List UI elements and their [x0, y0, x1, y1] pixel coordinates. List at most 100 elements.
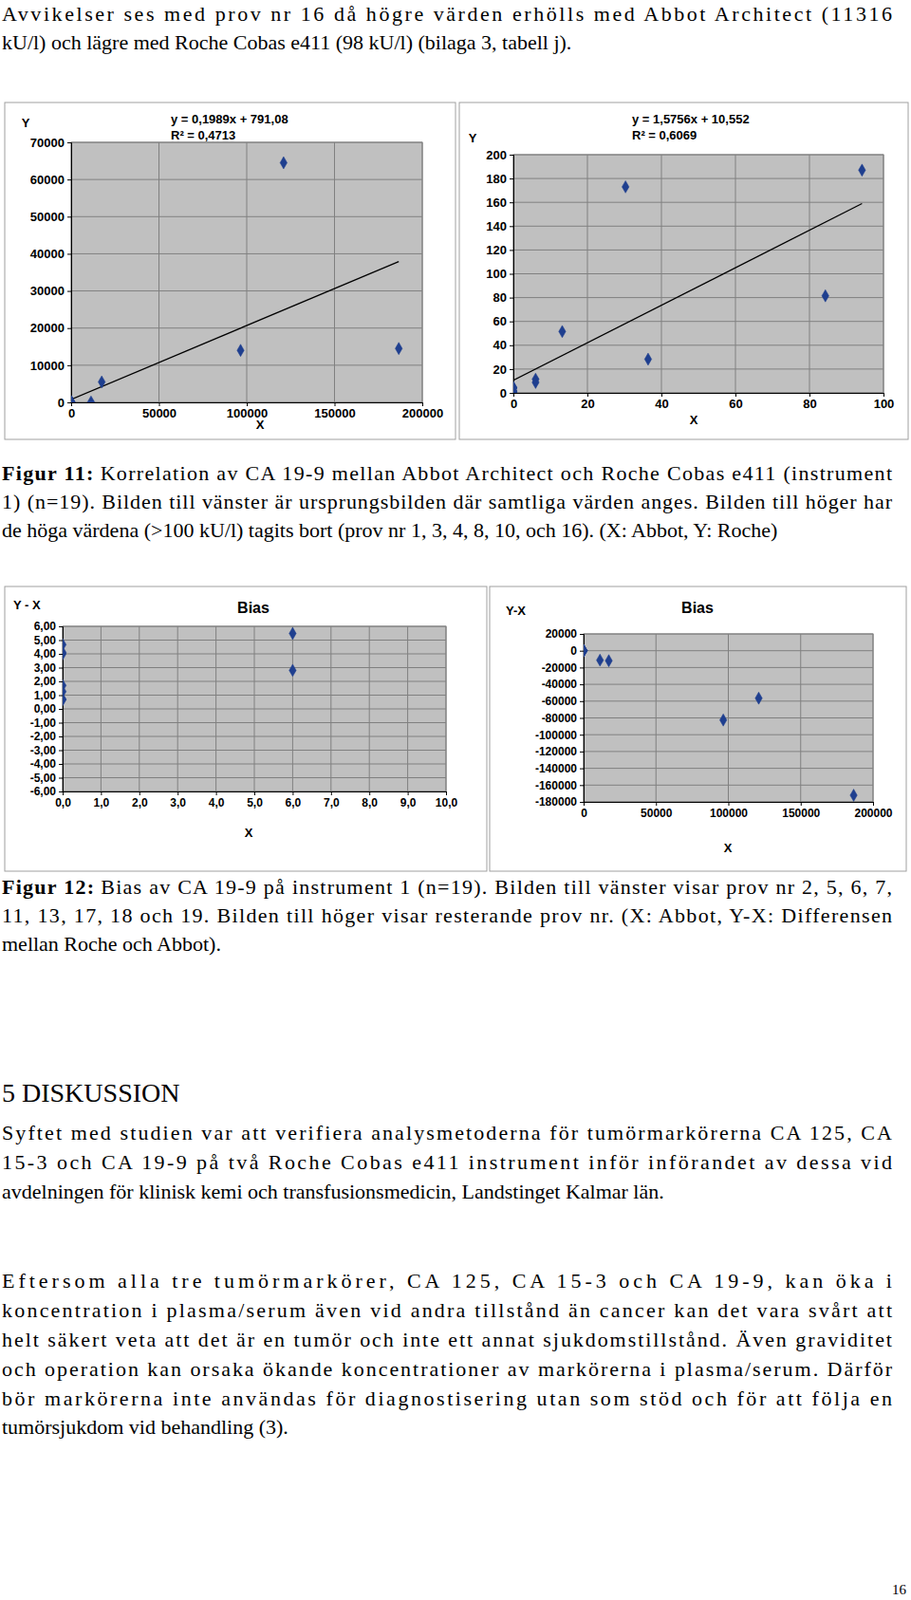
x-axis-title: X	[689, 412, 699, 428]
tick-label: 40	[654, 396, 669, 411]
tick-mark	[446, 791, 447, 796]
grid	[62, 626, 447, 792]
plot-area	[583, 633, 874, 802]
tick-label: -20000	[541, 661, 578, 675]
point	[596, 653, 604, 667]
tick-label: 0,0	[55, 796, 72, 810]
point	[858, 164, 866, 177]
tick: 10000	[30, 358, 72, 373]
point	[583, 644, 588, 657]
point	[289, 664, 297, 677]
tick-label: 10,0	[435, 796, 459, 810]
tick-mark	[67, 365, 72, 367]
point	[71, 396, 75, 403]
grid-line	[873, 633, 874, 802]
grid-line	[422, 142, 424, 403]
point	[821, 289, 829, 302]
plot-area	[513, 154, 884, 393]
point	[719, 713, 726, 726]
chart: 0500001000001500002000000100002000030000…	[4, 102, 456, 440]
tick-mark	[58, 708, 63, 710]
tick-label: 100000	[709, 806, 748, 820]
point	[71, 396, 75, 403]
tick-mark	[579, 684, 584, 686]
tick-label: 4,0	[208, 796, 225, 810]
tick: 10,0	[435, 791, 459, 810]
tick: 0	[510, 392, 518, 411]
grid-line	[369, 626, 371, 792]
tick: 140	[485, 219, 514, 234]
grid-line	[513, 368, 884, 370]
point	[62, 693, 67, 707]
tick: 20000	[545, 627, 584, 641]
grid-line	[100, 626, 102, 792]
tick: 100000	[709, 801, 748, 820]
tick: 60000	[30, 172, 72, 187]
tick: 0	[570, 644, 584, 658]
tick-label: 0	[570, 644, 577, 658]
tick-label: 100	[485, 266, 507, 281]
grid-line	[809, 154, 811, 393]
intro-line: kU/l) och lägre med Roche Cobas e411 (98…	[1, 30, 572, 55]
tick-label: 150000	[781, 806, 820, 820]
tick-label: -80000	[541, 711, 578, 726]
tick-label: 0	[68, 406, 75, 421]
tick-label: 0	[510, 396, 518, 411]
point	[71, 396, 75, 403]
marks	[583, 644, 857, 801]
tick-label: 20000	[545, 627, 578, 641]
point	[71, 395, 75, 403]
tick-mark	[509, 249, 514, 251]
figure-caption-line: de höga värdena (>100 kU/l) tagits bort …	[1, 518, 778, 542]
page: Avvikelser ses med prov nr 16 då högre v…	[0, 0, 911, 1600]
marks	[71, 156, 403, 403]
tick-mark	[177, 791, 179, 796]
tick: 8,0	[361, 791, 378, 810]
caption-text: Korrelation av CA 19-9 mellan Abbot Arch…	[100, 461, 893, 485]
tick: 2,00	[34, 674, 63, 688]
x-axis-title: X	[256, 417, 265, 432]
tick-label: 40	[493, 337, 507, 353]
tick-mark	[58, 763, 63, 765]
tick-label: 180	[485, 171, 507, 186]
tick-label: 1,0	[93, 796, 111, 810]
tick-mark	[58, 778, 63, 780]
point	[513, 381, 518, 393]
tick-mark	[509, 369, 514, 371]
tick-label: 0	[580, 806, 588, 820]
intro-line: Avvikelser ses med prov nr 16 då högre v…	[1, 1, 893, 26]
point	[87, 395, 94, 403]
y-axis-title: Y	[21, 115, 31, 131]
x-axis-title: X	[724, 840, 733, 856]
tick-mark	[58, 695, 63, 697]
tick-label: 160	[485, 195, 507, 210]
page-number: 16	[892, 1581, 908, 1598]
grid-line	[246, 142, 248, 403]
tick-label: 7,0	[323, 796, 340, 810]
plot-area	[62, 626, 447, 792]
tick-label: 9,0	[400, 796, 417, 810]
trendline-equation: y = 0,1989x + 791,08	[170, 111, 289, 127]
tick: 20	[493, 362, 514, 377]
point	[71, 395, 75, 403]
point	[97, 375, 105, 389]
point	[71, 395, 75, 403]
tick-label: 20	[493, 362, 507, 377]
tick-mark	[216, 791, 218, 796]
axis-line	[67, 143, 73, 404]
tick-label: 3,00	[34, 661, 57, 675]
tick: 6,00	[34, 619, 63, 633]
chart-frame	[4, 102, 456, 440]
chart-frame	[489, 586, 907, 872]
tick: 0	[500, 386, 514, 401]
tick-label: 50000	[640, 806, 673, 820]
x-axis: 0 50000 100000 150000 200000	[580, 801, 893, 820]
tick-mark	[509, 321, 514, 323]
point	[71, 396, 75, 403]
figure-caption-line: Figur 12:Bias av CA 19-9 på instrument 1…	[1, 874, 893, 899]
grid-line	[513, 202, 884, 204]
tick-label: 0	[500, 386, 507, 401]
grid-line	[513, 178, 884, 180]
tick: 200000	[854, 801, 893, 820]
tick: 100	[485, 266, 514, 281]
